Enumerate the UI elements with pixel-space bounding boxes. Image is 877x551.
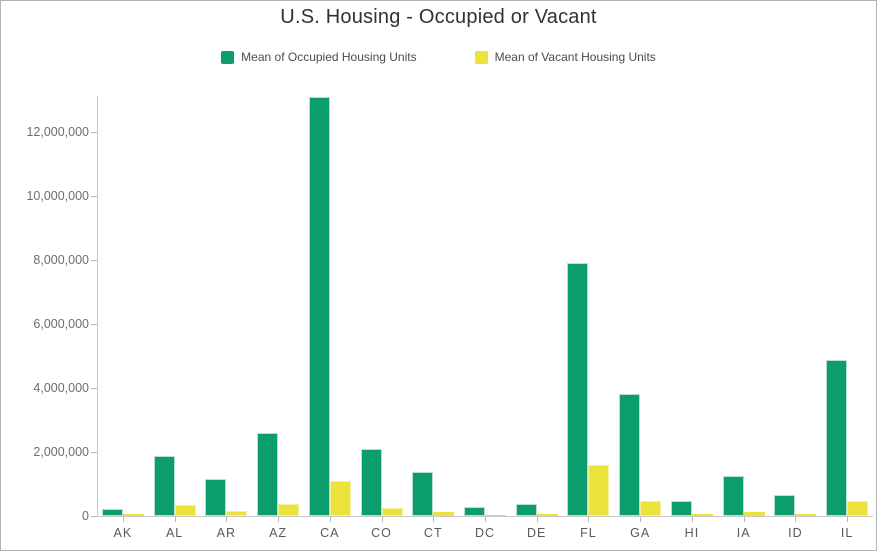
y-axis-tick (91, 260, 97, 261)
x-axis-label: CA (320, 526, 340, 540)
bar-vacant-IL[interactable] (847, 501, 869, 516)
x-axis-label: ID (788, 526, 803, 540)
x-axis-tick (640, 517, 642, 522)
y-axis-label: 10,000,000 (26, 189, 89, 203)
x-axis-tick (329, 517, 331, 522)
x-axis-tick (743, 517, 745, 522)
legend-item-vacant[interactable]: Mean of Vacant Housing Units (474, 50, 656, 64)
x-axis-label: DE (527, 526, 547, 540)
y-axis-tick (91, 132, 97, 133)
y-axis-label: 0 (82, 509, 89, 523)
x-axis-tick (485, 517, 486, 522)
x-axis-label: AZ (269, 526, 288, 540)
x-axis-tick (847, 517, 849, 522)
x-axis-label: DC (474, 526, 496, 540)
bar-vacant-AL[interactable] (174, 505, 196, 516)
x-axis-tick (226, 517, 228, 522)
x-axis-label: AL (165, 526, 184, 540)
bar-vacant-IA[interactable] (743, 512, 765, 516)
legend: Mean of Occupied Housing Units Mean of V… (1, 50, 876, 64)
bar-vacant-DC[interactable] (485, 515, 506, 516)
bar-occupied-ID[interactable] (774, 495, 796, 516)
bar-vacant-FL[interactable] (588, 465, 610, 516)
bar-vacant-AR[interactable] (226, 511, 248, 516)
legend-item-occupied[interactable]: Mean of Occupied Housing Units (221, 50, 417, 64)
bar-occupied-AR[interactable] (205, 479, 227, 516)
bar-vacant-CT[interactable] (433, 512, 455, 516)
bar-vacant-GA[interactable] (640, 501, 662, 516)
legend-swatch-occupied-icon (221, 50, 235, 64)
x-axis-tick (588, 517, 590, 522)
y-axis-tick (91, 452, 97, 453)
legend-label-vacant: Mean of Vacant Housing Units (494, 50, 656, 64)
bar-vacant-AK[interactable] (122, 514, 144, 516)
y-axis-line (97, 96, 98, 516)
y-axis-tick (91, 196, 97, 197)
chart-title: U.S. Housing - Occupied or Vacant (280, 6, 597, 28)
x-axis-label: HI (684, 526, 700, 540)
bar-occupied-DC[interactable] (464, 507, 485, 516)
legend-swatch-vacant-icon (474, 50, 488, 64)
bar-occupied-DE[interactable] (515, 504, 537, 516)
bar-vacant-CO[interactable] (381, 508, 403, 516)
bar-occupied-IA[interactable] (722, 476, 744, 516)
x-axis-tick (122, 517, 124, 522)
x-axis-label: IL (840, 526, 854, 540)
bar-vacant-ID[interactable] (795, 514, 817, 516)
bar-occupied-AL[interactable] (153, 456, 175, 516)
x-axis-tick (536, 517, 538, 522)
y-axis-label: 4,000,000 (33, 381, 89, 395)
bar-occupied-FL[interactable] (567, 263, 589, 516)
bar-occupied-HI[interactable] (670, 501, 692, 516)
x-axis-label: AR (216, 526, 237, 540)
bar-occupied-CA[interactable] (308, 97, 330, 516)
y-axis-label: 8,000,000 (33, 253, 89, 267)
bar-occupied-AK[interactable] (101, 509, 123, 516)
x-axis-label: CO (371, 526, 392, 540)
bar-occupied-CT[interactable] (412, 472, 434, 516)
y-axis-tick (91, 388, 97, 389)
bar-vacant-AZ[interactable] (278, 504, 300, 516)
bar-occupied-AZ[interactable] (257, 433, 279, 516)
x-axis-tick (795, 517, 797, 522)
y-axis-label: 6,000,000 (33, 317, 89, 331)
y-axis-tick (91, 516, 97, 517)
legend-label-occupied: Mean of Occupied Housing Units (241, 50, 417, 64)
x-axis-tick (691, 517, 693, 522)
x-axis-label: GA (630, 526, 651, 540)
bar-occupied-CO[interactable] (360, 449, 382, 516)
x-axis-tick (381, 517, 383, 522)
x-axis-tick (433, 517, 435, 522)
x-axis-tick (278, 517, 280, 522)
x-axis-label: CT (423, 526, 443, 540)
bar-vacant-CA[interactable] (329, 481, 351, 516)
y-axis-tick (91, 324, 97, 325)
x-axis-label: AK (113, 526, 133, 540)
bar-vacant-HI[interactable] (691, 514, 713, 516)
y-axis-label: 2,000,000 (33, 445, 89, 459)
x-axis-tick (174, 517, 176, 522)
x-axis-label: IA (736, 526, 751, 540)
x-axis-label: FL (580, 526, 597, 540)
y-axis-label: 12,000,000 (26, 125, 89, 139)
bar-vacant-DE[interactable] (536, 514, 558, 516)
bar-occupied-IL[interactable] (826, 360, 848, 516)
x-axis-line (97, 516, 873, 517)
bar-occupied-GA[interactable] (619, 394, 641, 516)
